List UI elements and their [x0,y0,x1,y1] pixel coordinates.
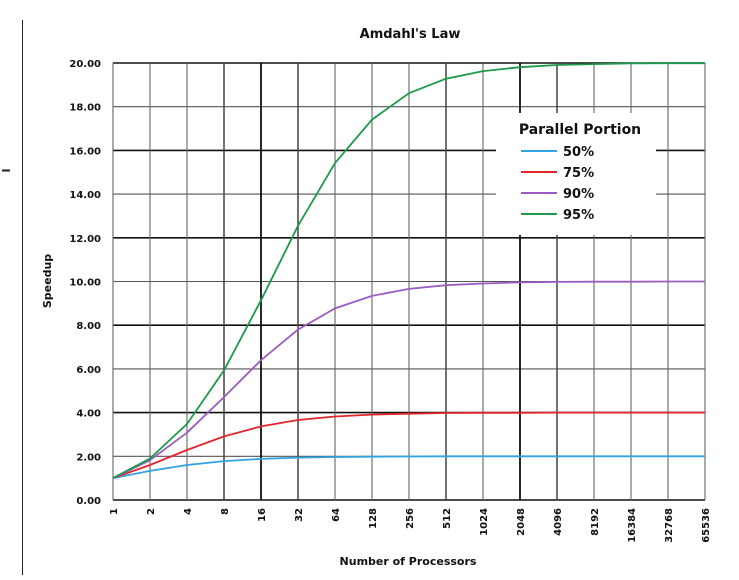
y-tick-label: 18.00 [69,103,101,114]
series-line [112,280,705,479]
x-axis-label: Number of Processors [340,555,477,568]
y-tick-label: 0.00 [76,496,101,507]
y-tick-label: 10.00 [69,278,101,289]
y-tick-label: 16.00 [69,146,101,157]
x-tick-label: 2 [146,508,157,515]
x-tick-label: 32 [294,508,305,522]
x-tick-label: 65536 [701,508,712,543]
x-axis-ticks: 1 2 4 8 16 32 64 128 256 512 1024 2048 4096 8192 16384… [109,508,712,543]
x-tick-label: 256 [405,508,416,529]
legend-entries: 50% 75% 90% 95% [521,145,594,223]
y-tick-label: 8.00 [76,321,101,332]
series-line [112,455,705,479]
y-tick-label: 12.00 [69,234,101,245]
y-tick-label: 4.00 [76,409,101,420]
x-tick-label: 64 [331,508,342,522]
x-tick-label: 8192 [590,508,601,536]
legend-entry-label: 50% [563,145,594,160]
y-tick-label: 6.00 [76,365,101,376]
legend-entry-label: 90% [563,187,594,202]
x-tick-label: 16384 [627,508,638,543]
x-tick-label: 2048 [516,508,527,536]
x-tick-label: 1024 [479,508,490,536]
series-lines [112,62,705,479]
legend-title: Parallel Portion [519,122,641,138]
y-axis-ticks: 0.00 2.00 4.00 6.00 8.00 10.00 12.00 14.00 16.00… [69,59,101,507]
x-tick-label: 4 [183,508,194,515]
legend: Parallel Portion 50% 75% 90% 95% [496,113,656,235]
y-tick-label: 20.00 [69,59,101,70]
x-tick-label: 128 [368,508,379,529]
y-axis-label: Speedup [41,254,54,308]
x-tick-label: 8 [220,508,231,515]
x-tick-label: 512 [442,508,453,529]
grid [112,62,706,501]
x-tick-label: 1 [109,508,120,515]
series-line [112,411,705,479]
y-tick-label: 14.00 [69,190,101,201]
legend-entry-label: 75% [563,166,594,181]
legend-entry-label: 95% [563,208,594,223]
x-tick-label: 32768 [664,508,675,543]
series-line [112,62,705,479]
x-tick-label: 16 [257,508,268,522]
chart-title: Amdahl's Law [360,27,461,42]
y-tick-label: 2.00 [76,452,101,463]
x-tick-label: 4096 [553,508,564,536]
